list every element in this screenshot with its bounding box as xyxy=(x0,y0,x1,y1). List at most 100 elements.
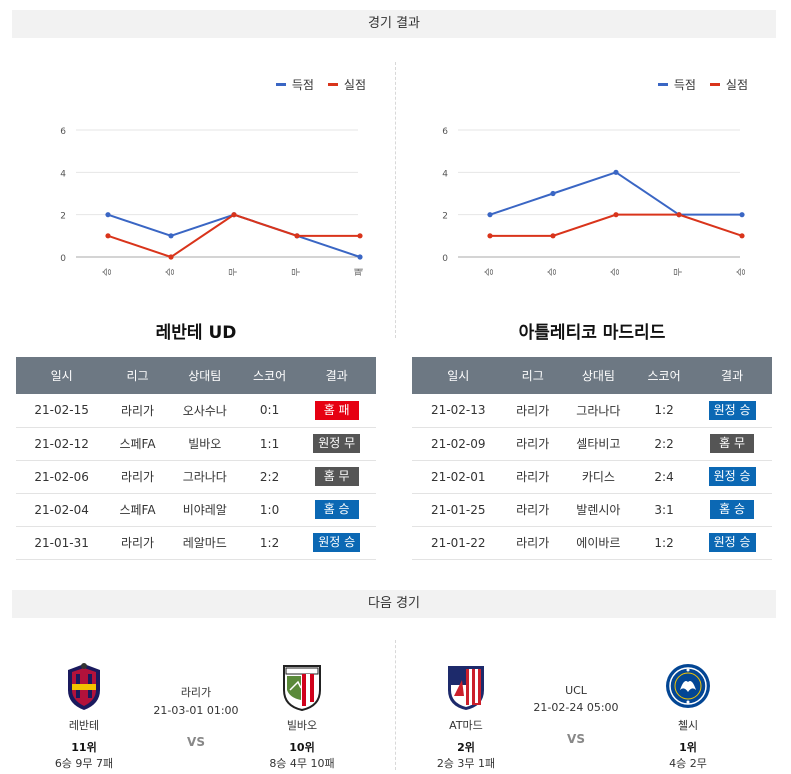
away-club-rank: 1위 xyxy=(679,741,697,754)
result-badge: 홈 승 xyxy=(314,500,359,519)
series-conceded-point xyxy=(487,233,493,239)
y-tick-label: 0 xyxy=(60,254,66,264)
league-cell: 라리가 xyxy=(107,460,168,494)
league-cell: 라리가 xyxy=(504,493,561,527)
legend-scored-swatch xyxy=(657,83,668,86)
date-cell: 21-02-15 xyxy=(16,394,108,428)
table-row: 21-02-06 라리가 그라나다 2:2 홈 무 xyxy=(16,460,376,494)
score-cell: 1:1 xyxy=(241,427,298,461)
x-tick-label: 승 xyxy=(484,268,495,276)
opponent-cell: 카디스 xyxy=(560,460,636,494)
table-row: 21-01-25 라리가 발렌시아 3:1 홈 승 xyxy=(412,493,772,527)
away-club-name: 첼시 xyxy=(677,719,699,732)
series-conceded-point xyxy=(294,233,300,239)
away-club-name: 빌바오 xyxy=(286,719,318,732)
chart-levante: 득점 실점 0 2 4 6 승 승 무 무 패 xyxy=(16,60,376,290)
away-club: 빌바오 10위 8승 4무 10패 xyxy=(252,660,352,771)
table-row: 21-02-13 라리가 그라나다 1:2 원정 승 xyxy=(412,394,772,428)
score-cell: 1:2 xyxy=(635,394,693,428)
result-cell: 홈 승 xyxy=(297,493,376,527)
result-cell: 홈 승 xyxy=(692,493,772,527)
score-cell: 1:2 xyxy=(635,526,693,560)
match-datetime: 21-02-24 05:00 xyxy=(533,701,619,714)
series-conceded-line xyxy=(107,213,360,259)
legend-conceded-swatch xyxy=(327,83,338,86)
result-cell: 홈 무 xyxy=(297,460,376,494)
legend-scored: 득점 xyxy=(275,76,314,93)
away-club-rank: 10위 xyxy=(289,741,315,754)
legend-scored-swatch xyxy=(275,83,286,86)
away-club: 첼시 1위 4승 2무 xyxy=(638,660,738,771)
match-league: 라리가 xyxy=(180,686,212,699)
opponent-cell: 레알마드 xyxy=(167,526,242,560)
score-cell: 1:0 xyxy=(241,493,298,527)
legend-conceded: 실점 xyxy=(327,76,366,93)
match-datetime: 21-03-01 01:00 xyxy=(153,704,239,717)
result-cell: 홈 무 xyxy=(692,427,772,461)
series-conceded-point xyxy=(676,212,682,218)
col-score: 스코어 xyxy=(635,357,693,394)
opponent-cell: 에이바르 xyxy=(560,526,636,560)
col-date: 일시 xyxy=(412,357,505,394)
table-row: 21-02-01 라리가 카디스 2:4 원정 승 xyxy=(412,460,772,494)
col-league: 리그 xyxy=(107,357,168,394)
y-tick-label: 2 xyxy=(442,212,448,222)
next-match-1: 레반테 11위 6승 9무 7패 라리가 21-03-01 01:00 VS 빌… xyxy=(16,640,376,770)
y-tick-label: 4 xyxy=(60,169,66,179)
result-badge: 원정 무 xyxy=(313,434,361,453)
result-badge: 원정 승 xyxy=(708,400,756,420)
legend-scored-label: 득점 xyxy=(291,78,314,92)
next-match-2: AT마드 2위 2승 3무 1패 UCL 21-02-24 05:00 VS 첼… xyxy=(416,640,776,770)
date-cell: 21-02-01 xyxy=(412,460,505,494)
y-tick-label: 4 xyxy=(442,169,448,179)
home-club-rank: 11위 xyxy=(71,741,97,754)
col-score: 스코어 xyxy=(241,357,298,394)
table-row: 21-02-09 라리가 셀타비고 2:2 홈 무 xyxy=(412,427,772,461)
x-tick-label: 승 xyxy=(736,268,747,276)
result-cell: 원정 무 xyxy=(297,427,376,461)
x-tick-label: 패 xyxy=(354,268,365,276)
results-section-header: 경기 결과 xyxy=(12,10,776,38)
result-cell: 원정 승 xyxy=(692,526,772,560)
date-cell: 21-01-25 xyxy=(412,493,505,527)
league-cell: 라리가 xyxy=(107,394,168,428)
chart-legend: 득점 실점 xyxy=(275,76,366,93)
x-tick-label: 승 xyxy=(102,268,113,276)
date-cell: 21-02-09 xyxy=(412,427,505,461)
series-scored-point xyxy=(487,212,493,218)
match-league: UCL xyxy=(565,684,587,697)
series-scored-point xyxy=(105,212,111,218)
home-club-name: 레반테 xyxy=(68,719,100,732)
match-info: UCL 21-02-24 05:00 VS xyxy=(526,684,626,746)
team-title-atletico: 아틀레티코 마드리드 xyxy=(518,323,666,343)
series-conceded-point xyxy=(613,212,619,218)
table-header-row: 일시 리그 상대팀 스코어 결과 xyxy=(412,357,772,394)
col-date: 일시 xyxy=(16,357,108,394)
date-cell: 21-01-31 xyxy=(16,526,108,560)
y-tick-label: 6 xyxy=(60,127,66,137)
date-cell: 21-02-06 xyxy=(16,460,108,494)
legend-conceded-swatch xyxy=(709,83,720,86)
opponent-cell: 발렌시아 xyxy=(560,493,636,527)
home-club-record: 2승 3무 1패 xyxy=(436,757,496,770)
levante-logo-icon xyxy=(60,660,108,712)
result-badge: 원정 승 xyxy=(708,533,756,552)
date-cell: 21-02-04 xyxy=(16,493,108,527)
home-club-record: 6승 9무 7패 xyxy=(54,757,114,770)
result-badge: 원정 승 xyxy=(313,533,361,552)
match-vs: VS xyxy=(187,735,205,749)
score-cell: 3:1 xyxy=(635,493,693,527)
next-section-header: 다음 경기 xyxy=(12,590,776,618)
score-cell: 2:2 xyxy=(241,460,298,494)
col-opponent: 상대팀 xyxy=(167,357,242,394)
opponent-cell: 비야레알 xyxy=(167,493,242,527)
col-result: 결과 xyxy=(297,357,376,394)
results-table-levante: 일시 리그 상대팀 스코어 결과 21-02-15 라리가 오사수나 0:1 홈 패 21… xyxy=(16,357,376,560)
series-conceded-point xyxy=(357,233,363,239)
col-result: 결과 xyxy=(692,357,772,394)
result-badge: 홈 무 xyxy=(710,434,755,453)
home-club-name: AT마드 xyxy=(449,719,483,732)
y-tick-label: 2 xyxy=(60,212,66,222)
series-scored-point xyxy=(168,233,174,239)
result-badge: 홈 무 xyxy=(314,467,359,486)
